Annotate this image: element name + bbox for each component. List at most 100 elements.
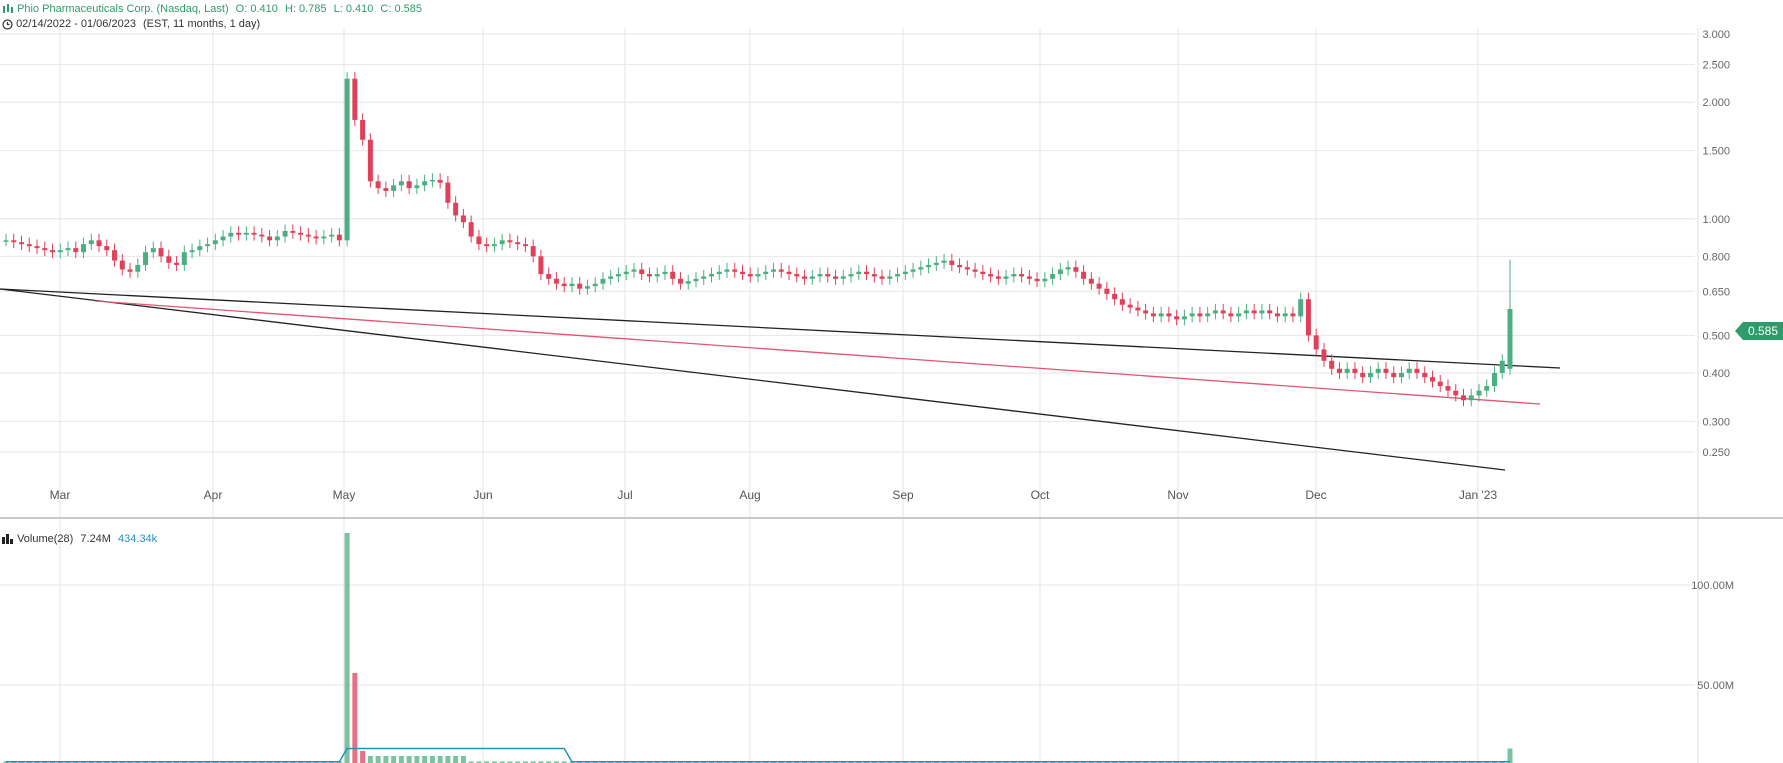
candle-body <box>693 278 699 282</box>
candle-body <box>127 269 133 272</box>
candle-body <box>189 250 195 253</box>
candle-body <box>553 278 559 284</box>
chart-header-quote: Phio Pharmaceuticals Corp. (Nasdaq, Last… <box>2 3 426 15</box>
candle-body <box>739 271 745 275</box>
candle-body <box>1251 310 1257 314</box>
candle-body <box>1220 310 1226 314</box>
chart-type-icon[interactable] <box>2 4 14 14</box>
candle-body <box>964 267 970 270</box>
candle-body <box>1352 368 1358 373</box>
price-tick-label: 0.400 <box>1702 368 1730 380</box>
candle-body <box>708 274 714 277</box>
volume-bar <box>437 756 443 763</box>
symbol-title: Phio Pharmaceuticals Corp. (Nasdaq, Last… <box>17 3 229 15</box>
candle-body <box>1135 307 1141 311</box>
candle-body <box>1259 310 1265 314</box>
candle-body <box>817 274 823 277</box>
volume-header: Volume(28) 7.24M 434.34k <box>2 533 161 545</box>
candle-body <box>476 236 482 245</box>
price-tick-label: 2.000 <box>1702 97 1730 109</box>
volume-bar <box>522 761 528 763</box>
volume-bar <box>375 756 381 763</box>
volume-bar <box>398 756 404 763</box>
upper-trendline[interactable] <box>0 288 1561 369</box>
candle-body <box>1422 372 1428 378</box>
price-tick-label: 1.500 <box>1702 146 1730 158</box>
candle-body <box>305 234 311 237</box>
candle-body <box>949 260 955 265</box>
candle-body <box>1112 293 1118 300</box>
low-value: L: 0.410 <box>333 3 374 15</box>
candle-body <box>437 179 443 183</box>
volume-bars-icon[interactable] <box>2 534 14 545</box>
volume-bar <box>538 761 544 763</box>
volume-bar <box>515 761 521 763</box>
volume-bar <box>1507 748 1513 763</box>
candle-body <box>584 286 590 289</box>
candle-body <box>1406 368 1412 373</box>
time-tick-label: May <box>333 488 356 502</box>
candle-body <box>1243 310 1249 314</box>
candle-body <box>1065 267 1071 270</box>
red-trendline[interactable] <box>94 300 1541 405</box>
time-tick-label: Jun <box>473 488 492 502</box>
candle-body <box>670 271 676 279</box>
candle-body <box>251 232 257 235</box>
candle-body <box>34 246 40 249</box>
volume-label: Volume(28) <box>17 533 74 545</box>
candle-body <box>96 240 102 247</box>
candle-body <box>11 240 17 243</box>
candle-body <box>19 242 25 245</box>
candle-body <box>313 236 319 239</box>
candle-body <box>701 276 707 279</box>
candle-body <box>259 234 265 237</box>
chart-header-range: 02/14/2022 - 01/06/2023 (EST, 11 months,… <box>2 18 264 30</box>
volume-bar <box>476 761 482 763</box>
candle-body <box>104 246 110 251</box>
candle-body <box>623 271 629 275</box>
time-tick-label: Aug <box>739 488 760 502</box>
volume-bar <box>445 756 451 763</box>
candle-body <box>119 260 125 270</box>
candle-body <box>406 181 412 189</box>
time-tick-label: Apr <box>204 488 223 502</box>
candle-body <box>1360 372 1366 378</box>
candle-body <box>988 274 994 277</box>
candle-body <box>895 274 901 277</box>
candle-body <box>88 240 94 245</box>
candle-body <box>569 283 575 287</box>
candle-body <box>1321 349 1327 361</box>
candle-body <box>1476 390 1482 396</box>
candle-body <box>592 283 598 287</box>
candle-body <box>941 260 947 263</box>
candle-body <box>197 246 203 251</box>
candle-body <box>615 274 621 277</box>
candle-body <box>848 274 854 277</box>
candle-body <box>1181 316 1187 320</box>
volume-bar <box>460 756 466 763</box>
candle-body <box>1437 381 1443 387</box>
candle-body <box>1057 269 1063 275</box>
candle-body <box>491 244 497 247</box>
candle-body <box>1499 360 1505 373</box>
candle-body <box>321 236 327 239</box>
candle-body <box>143 252 149 265</box>
candle-body <box>933 262 939 265</box>
lower-trendline[interactable] <box>0 288 1506 471</box>
candle-body <box>1174 316 1180 320</box>
candle-body <box>1073 267 1079 272</box>
candle-body <box>1484 386 1490 391</box>
candle-body <box>367 139 373 182</box>
candle-body <box>1305 299 1311 336</box>
candle-body <box>755 274 761 277</box>
price-tick-label: 0.300 <box>1702 416 1730 428</box>
candle-body <box>778 269 784 272</box>
candle-body <box>1336 368 1342 373</box>
candle-body <box>1119 299 1125 305</box>
candle-body <box>662 271 668 275</box>
candle-body <box>856 271 862 275</box>
candle-body <box>1414 368 1420 373</box>
price-tick-label: 0.650 <box>1702 286 1730 298</box>
candle-body <box>1143 310 1149 314</box>
